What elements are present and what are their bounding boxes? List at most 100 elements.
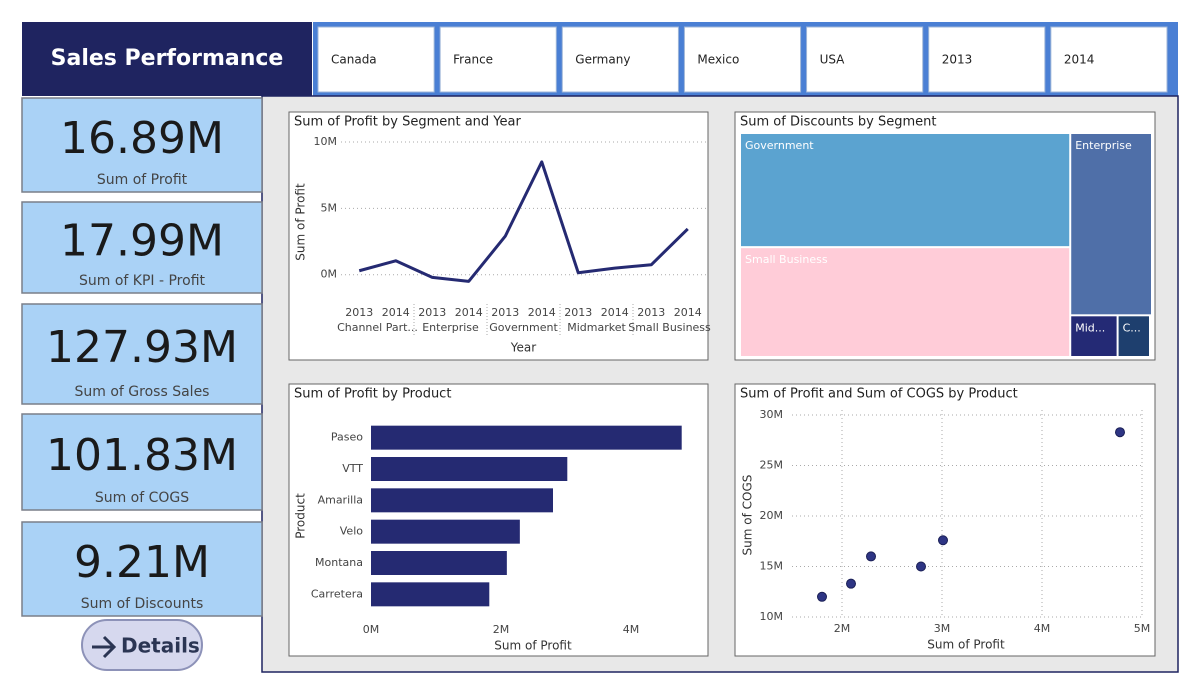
kpi-value: 16.89M xyxy=(60,113,224,164)
scatter-point xyxy=(938,535,948,546)
y-tick-label: 20M xyxy=(760,509,784,522)
chart-title: Sum of Profit by Segment and Year xyxy=(294,115,521,130)
tile-label: Mid... xyxy=(1075,321,1105,334)
arrow-icon xyxy=(92,635,117,659)
treemap-tile xyxy=(741,248,1070,356)
chart-title: Sum of Profit and Sum of COGS by Product xyxy=(740,387,1018,402)
kpi-value: 101.83M xyxy=(46,430,238,481)
treemap-tile xyxy=(1071,134,1151,315)
x-tick-label: 2M xyxy=(834,622,851,635)
kpi-label: Sum of KPI - Profit xyxy=(79,273,206,289)
x-tick-label: 2014 xyxy=(455,306,483,319)
slicer-button[interactable] xyxy=(561,26,679,93)
slicer-label: 2014 xyxy=(1064,53,1095,67)
y-tick-label: Velo xyxy=(340,525,363,538)
y-tick-label: 5M xyxy=(321,201,338,214)
bar xyxy=(371,519,520,544)
tile-label: Government xyxy=(745,139,814,152)
x-tick-label: 4M xyxy=(623,623,640,636)
x-tick-label: 2013 xyxy=(418,306,446,319)
treemap-tile xyxy=(741,134,1070,247)
slicer-label: Germany xyxy=(575,53,630,67)
y-axis-label: Sum of COGS xyxy=(741,475,755,556)
treemap-tile xyxy=(1118,316,1149,356)
slicer-button[interactable] xyxy=(317,26,435,93)
bar xyxy=(371,425,682,450)
y-tick-label: 25M xyxy=(760,459,784,472)
x-group-label: Enterprise xyxy=(422,321,479,334)
slicer-button[interactable] xyxy=(439,26,557,93)
kpi-value: 17.99M xyxy=(60,216,224,267)
x-tick-label: 2014 xyxy=(674,306,702,319)
header-bar xyxy=(22,22,312,96)
x-tick-label: 2014 xyxy=(382,306,410,319)
kpi-value: 127.93M xyxy=(46,322,238,373)
scatter-point xyxy=(866,551,876,562)
x-group-label: Small Business xyxy=(628,321,711,334)
slicer-label: Mexico xyxy=(697,53,739,67)
bar xyxy=(371,551,507,575)
x-tick-label: 2013 xyxy=(345,306,373,319)
chart-title: Sum of Profit by Product xyxy=(294,387,451,402)
details-button[interactable] xyxy=(81,619,203,671)
scatter-point xyxy=(817,591,827,602)
slicer-label: France xyxy=(453,53,493,67)
y-tick-label: 30M xyxy=(760,408,784,421)
kpi-label: Sum of Gross Sales xyxy=(75,384,210,400)
chart-title: Sum of Discounts by Segment xyxy=(740,115,937,130)
dashboard-title: Sales Performance xyxy=(51,46,284,71)
x-tick-label: 5M xyxy=(1134,622,1151,635)
kpi-label: Sum of Profit xyxy=(97,172,188,188)
x-group-label: Government xyxy=(489,321,558,334)
slicer-label: Canada xyxy=(331,53,377,67)
kpi-label: Sum of Discounts xyxy=(81,596,204,612)
y-tick-label: Carretera xyxy=(311,587,363,600)
x-tick-label: 3M xyxy=(934,622,951,635)
tile-label: C... xyxy=(1123,321,1141,334)
tile-label: Enterprise xyxy=(1075,139,1132,152)
kpi-card xyxy=(21,413,263,511)
slicer-button[interactable] xyxy=(683,26,802,93)
scatter-point xyxy=(916,561,926,572)
x-axis-label: Year xyxy=(510,341,536,355)
x-group-label: Channel Part... xyxy=(337,321,418,334)
x-group-label: Midmarket xyxy=(567,321,626,334)
details-label: Details xyxy=(121,634,200,658)
kpi-value: 9.21M xyxy=(74,537,210,588)
x-tick-label: 2014 xyxy=(528,306,556,319)
y-tick-label: 10M xyxy=(314,135,338,148)
x-tick-label: 2013 xyxy=(491,306,519,319)
scatter-point xyxy=(846,578,856,589)
x-axis-label: Sum of Profit xyxy=(927,638,1005,652)
y-tick-label: Montana xyxy=(315,556,363,569)
slicer-button[interactable] xyxy=(1050,26,1168,93)
y-axis-label: Product xyxy=(294,493,308,539)
x-axis-label: Sum of Profit xyxy=(494,639,572,653)
x-tick-label: 2014 xyxy=(601,306,629,319)
treemap-tile xyxy=(1071,316,1117,356)
bar xyxy=(371,582,490,607)
scatter-point xyxy=(1115,427,1125,438)
x-tick-label: 4M xyxy=(1034,622,1051,635)
slicer-label: USA xyxy=(820,53,846,67)
slicer-button[interactable] xyxy=(928,26,1046,93)
line xyxy=(358,160,689,283)
y-tick-label: Paseo xyxy=(331,431,363,444)
y-tick-label: 0M xyxy=(321,268,338,281)
x-tick-label: 2M xyxy=(493,623,510,636)
y-tick-label: 15M xyxy=(760,560,784,573)
y-tick-label: VTT xyxy=(342,462,363,475)
kpi-card xyxy=(21,521,263,617)
y-tick-label: 10M xyxy=(760,610,784,623)
y-tick-label: Amarilla xyxy=(318,493,363,506)
slicer-button[interactable] xyxy=(806,26,924,93)
x-tick-label: 2013 xyxy=(637,306,665,319)
kpi-card xyxy=(21,97,263,193)
bar xyxy=(371,488,553,513)
chart-panel xyxy=(734,383,1156,657)
slicer-label: 2013 xyxy=(942,53,973,67)
bar xyxy=(371,457,568,481)
x-tick-label: 2013 xyxy=(564,306,592,319)
tile-label: Small Business xyxy=(745,253,828,266)
